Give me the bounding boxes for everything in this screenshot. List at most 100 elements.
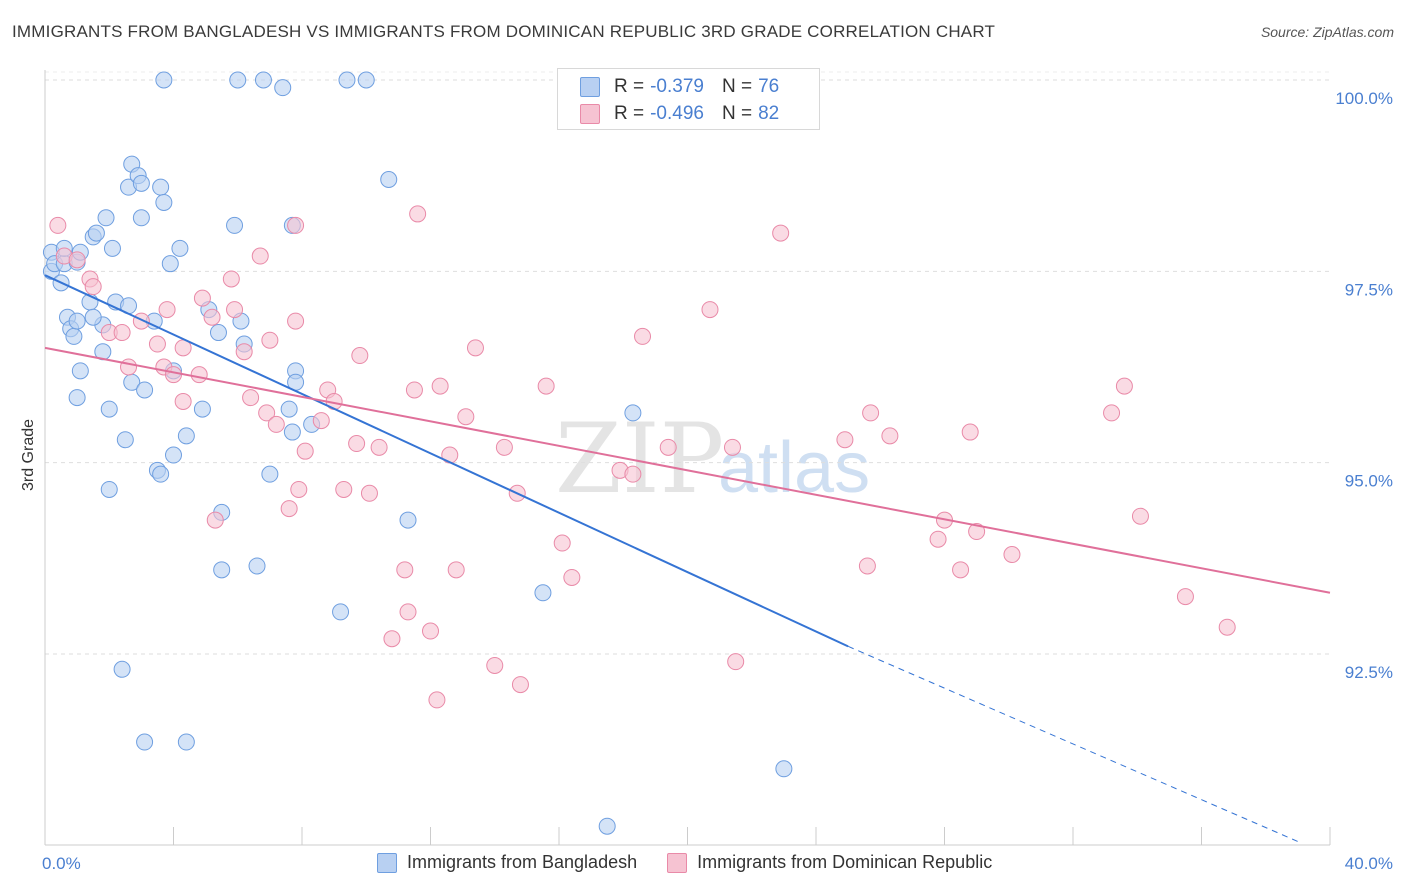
legend-swatch-dominican <box>580 104 600 124</box>
dominican-point <box>360 484 378 502</box>
chart-title: IMMIGRANTS FROM BANGLADESH VS IMMIGRANTS… <box>12 22 996 41</box>
dominican-point <box>1218 618 1236 636</box>
dominican-point <box>836 431 854 449</box>
bangladesh-point <box>380 170 398 188</box>
bangladesh-trend-extension <box>847 645 1299 842</box>
x-tick-label: 40.0% <box>1345 854 1393 873</box>
dominican-point <box>457 408 475 426</box>
bangladesh-point <box>165 446 182 464</box>
series-swatch-dominican <box>667 852 688 873</box>
dominican-point <box>727 653 745 671</box>
dominican-point <box>634 327 652 345</box>
dominican-point <box>267 415 285 433</box>
bangladesh-point <box>213 561 231 579</box>
bangladesh-point <box>136 381 154 399</box>
legend-n-value: 76 <box>758 76 780 97</box>
bangladesh-point <box>113 660 131 678</box>
dominican-point <box>351 347 369 365</box>
bangladesh-point <box>598 817 616 835</box>
bangladesh-point <box>68 312 86 330</box>
watermark-zip: ZIP <box>555 403 724 515</box>
dominican-point <box>772 224 790 242</box>
dominican-point <box>312 412 330 430</box>
dominican-point <box>383 630 401 648</box>
bangladesh-point <box>171 239 189 257</box>
dominican-point <box>466 339 484 357</box>
bangladesh-trend-line <box>44 274 849 648</box>
dominican-point <box>1103 404 1121 422</box>
legend-r-value: -0.379 <box>650 76 704 97</box>
dominican-point <box>226 301 244 319</box>
bangladesh-point <box>152 178 170 196</box>
dominican-point <box>174 392 192 410</box>
dominican-point <box>261 331 279 349</box>
dominican-point <box>287 312 305 330</box>
dominican-point <box>961 423 979 441</box>
dominican-point <box>370 438 388 456</box>
dominican-point <box>203 308 221 326</box>
dominican-point <box>881 427 899 445</box>
dominican-point <box>280 500 298 518</box>
dominican-point <box>242 389 260 407</box>
dominican-point <box>1115 377 1133 395</box>
dominican-trend-line <box>44 346 1331 594</box>
dominican-point <box>431 377 449 395</box>
dominican-point <box>165 366 182 384</box>
dominican-point <box>1176 588 1194 606</box>
dominican-point <box>422 622 439 640</box>
y-axis-label: 3rd Grade <box>20 418 37 492</box>
bangladesh-point <box>534 584 552 602</box>
dominican-point <box>624 465 642 483</box>
bangladesh-point <box>68 389 86 407</box>
dominican-point <box>258 404 276 422</box>
legend-n-value: 82 <box>758 103 780 124</box>
series-label-dominican: Immigrants from Dominican Republic <box>697 852 993 872</box>
bangladesh-point <box>209 324 227 342</box>
dominican-point <box>1131 507 1149 525</box>
dominican-point <box>862 404 880 422</box>
legend-row-dominican: R = -0.496 N = 82 <box>580 101 779 127</box>
series-label-bangladesh: Immigrants from Bangladesh <box>407 852 638 872</box>
bangladesh-point <box>152 465 170 483</box>
dominican-point <box>120 358 138 376</box>
bangladesh-point <box>155 193 173 211</box>
dominican-point <box>158 301 176 319</box>
bangladesh-point <box>254 71 272 89</box>
bangladesh-point <box>136 733 154 751</box>
series-legend: Immigrants from Bangladesh Immigrants fr… <box>377 852 1022 873</box>
dominican-point <box>206 511 224 529</box>
dominican-point <box>723 438 741 456</box>
dominican-point <box>495 438 513 456</box>
dominican-point <box>511 676 529 694</box>
legend-n-label: N = <box>721 103 753 124</box>
dominican-point <box>968 523 986 541</box>
x-tick-label: 0.0% <box>42 854 81 873</box>
legend-n-label: N = <box>721 76 753 97</box>
dominican-point <box>68 251 86 269</box>
dominican-point <box>193 289 211 307</box>
bangladesh-point <box>97 209 115 227</box>
bangladesh-point <box>248 557 266 575</box>
bangladesh-point <box>338 71 356 89</box>
legend-row-bangladesh: R = -0.379 N = 76 <box>580 74 779 100</box>
bangladesh-point <box>65 327 83 345</box>
bangladesh-point <box>357 71 375 89</box>
dominican-point <box>222 270 240 288</box>
bangladesh-point <box>103 239 121 257</box>
dominican-point <box>296 442 314 460</box>
dominican-point <box>113 324 131 342</box>
bangladesh-point <box>100 480 118 498</box>
correlation-legend: R = -0.379 N = 76 R = -0.496 N = 82 <box>557 68 820 130</box>
bangladesh-point <box>177 733 195 751</box>
dominican-point <box>929 530 947 548</box>
bangladesh-point <box>229 71 247 89</box>
bangladesh-point <box>399 511 417 529</box>
bangladesh-point <box>624 404 642 422</box>
dominican-point <box>701 301 719 319</box>
bangladesh-point <box>332 603 350 621</box>
dominican-point <box>1003 546 1021 564</box>
dominican-point <box>251 247 269 265</box>
series-swatch-bangladesh <box>377 852 397 873</box>
y-tick-label: 92.5% <box>1345 663 1393 682</box>
y-tick-label: 95.0% <box>1345 472 1393 491</box>
